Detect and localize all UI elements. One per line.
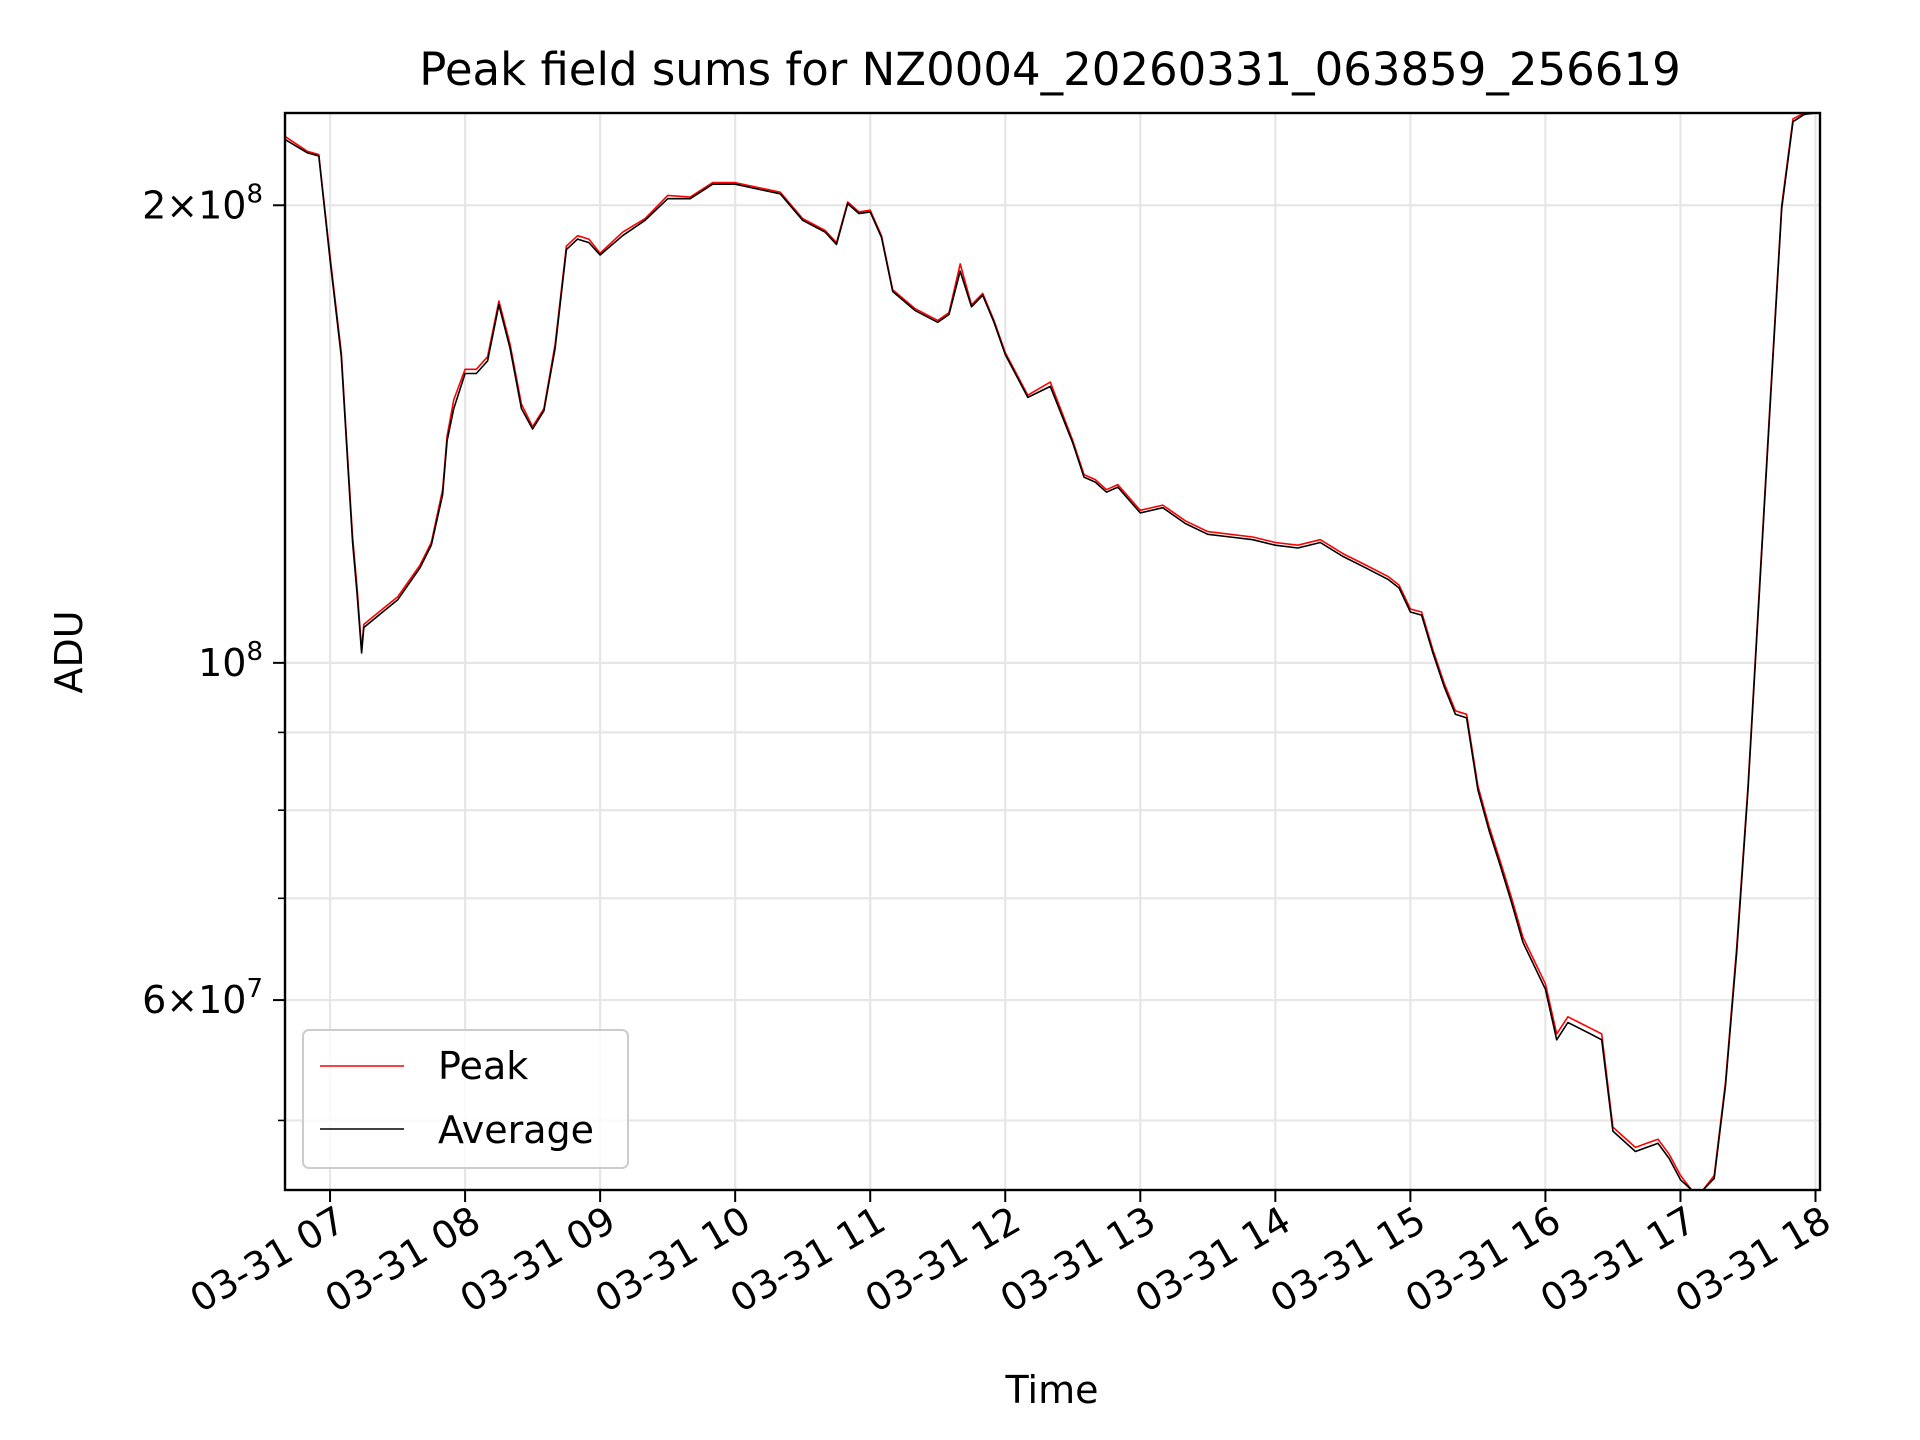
legend-label-average: Average xyxy=(438,1108,594,1152)
series-line-average xyxy=(284,112,1816,1191)
legend: Peak Average xyxy=(302,1029,629,1169)
legend-box xyxy=(302,1029,629,1169)
series-line-peak xyxy=(284,112,1816,1191)
y-tick-label: 2×108 xyxy=(142,179,263,227)
y-tick-label: 6×107 xyxy=(142,974,263,1022)
y-tick-label: 108 xyxy=(198,637,263,685)
y-axis-label: ADU xyxy=(47,610,91,693)
y-axis: 6×107 108 2×108 xyxy=(142,179,285,1122)
plot-frame xyxy=(283,111,1822,1192)
grid xyxy=(285,113,1820,1190)
chart-title: Peak field sums for NZ0004_20260331_0638… xyxy=(419,43,1680,96)
legend-label-peak: Peak xyxy=(438,1044,528,1088)
plot-lines xyxy=(284,112,1816,1191)
x-axis-label: Time xyxy=(1005,1368,1099,1412)
